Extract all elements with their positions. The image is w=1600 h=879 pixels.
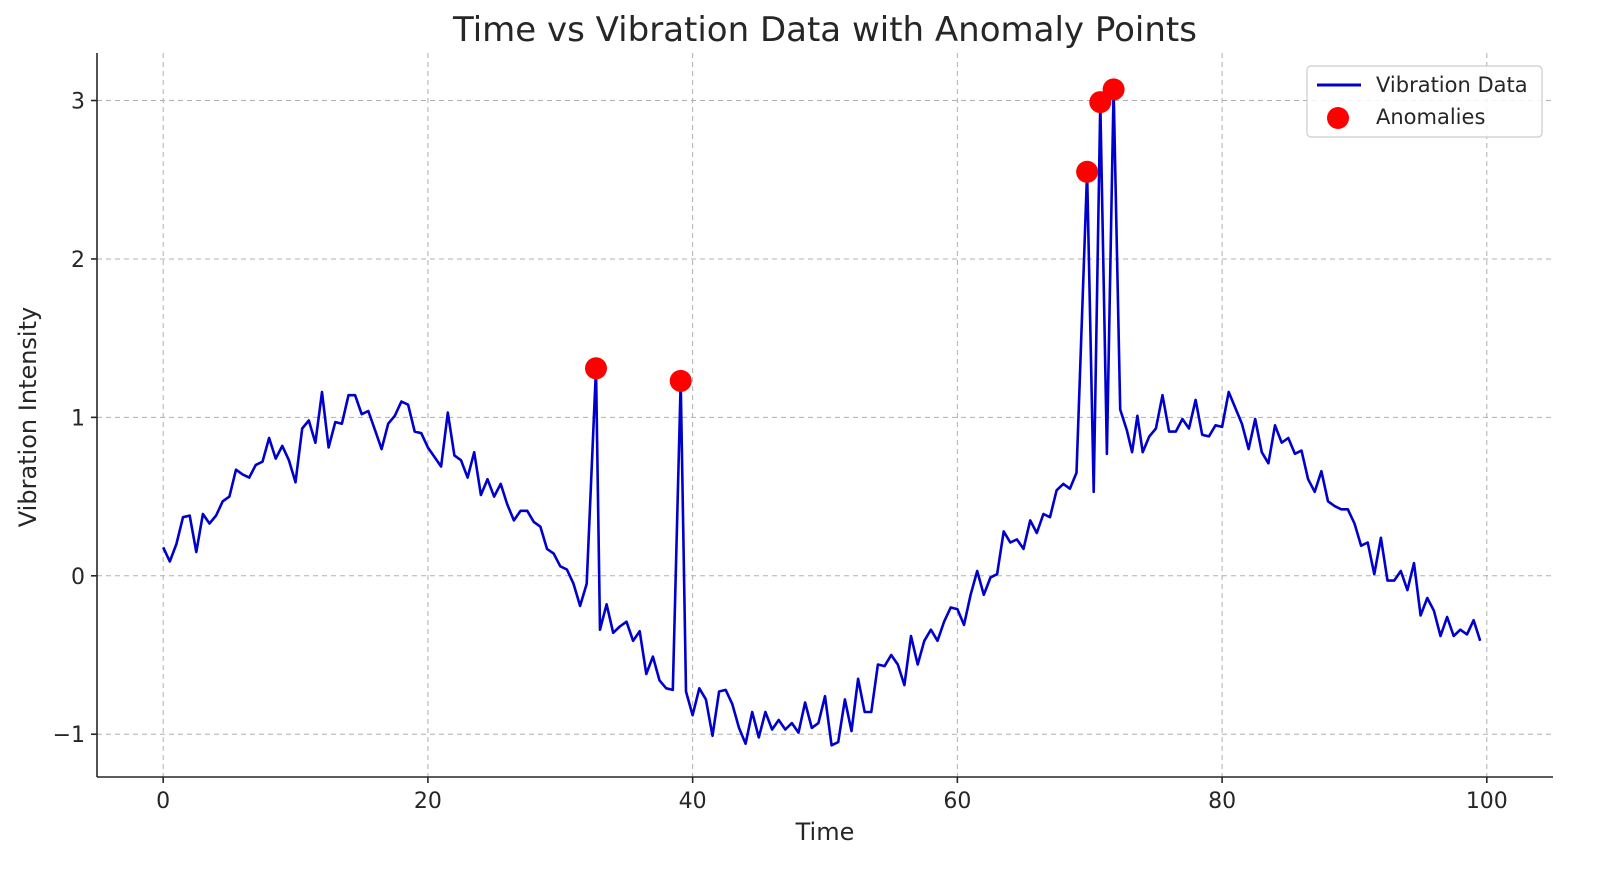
x-tick-label: 0	[156, 789, 170, 814]
x-tick-label: 40	[679, 789, 707, 814]
legend-frame	[1306, 65, 1543, 138]
legend-label-vibration-data: Vibration Data	[1376, 73, 1528, 97]
y-tick-label: 0	[71, 565, 85, 590]
legend-label-anomalies: Anomalies	[1376, 105, 1485, 129]
grid	[97, 53, 1553, 777]
x-tick-label: 20	[414, 789, 442, 814]
chart-title: Time vs Vibration Data with Anomaly Poin…	[452, 10, 1197, 50]
legend: Vibration Data Anomalies	[1306, 65, 1543, 138]
anomaly-point	[1102, 78, 1125, 101]
x-tick-label: 80	[1208, 789, 1236, 814]
y-tick-label: 2	[71, 248, 85, 273]
anomaly-point	[1076, 160, 1099, 183]
axes	[96, 53, 1553, 778]
y-tick-label: 3	[71, 90, 85, 115]
ticks: 0 20 40 60 80 100 −1 0 1 2 3	[53, 90, 1508, 814]
anomaly-point	[669, 369, 692, 392]
y-tick-label: −1	[53, 723, 85, 748]
series	[162, 78, 1482, 747]
anomaly-point	[585, 357, 607, 380]
y-tick-label: 1	[71, 406, 85, 431]
y-axis-label: Vibration Intensity	[14, 307, 42, 527]
x-axis-label: Time	[795, 818, 855, 846]
vibration-data-line	[162, 88, 1482, 747]
legend-marker-anomalies	[1327, 107, 1349, 129]
x-tick-label: 100	[1466, 789, 1508, 814]
x-tick-label: 60	[943, 789, 971, 814]
